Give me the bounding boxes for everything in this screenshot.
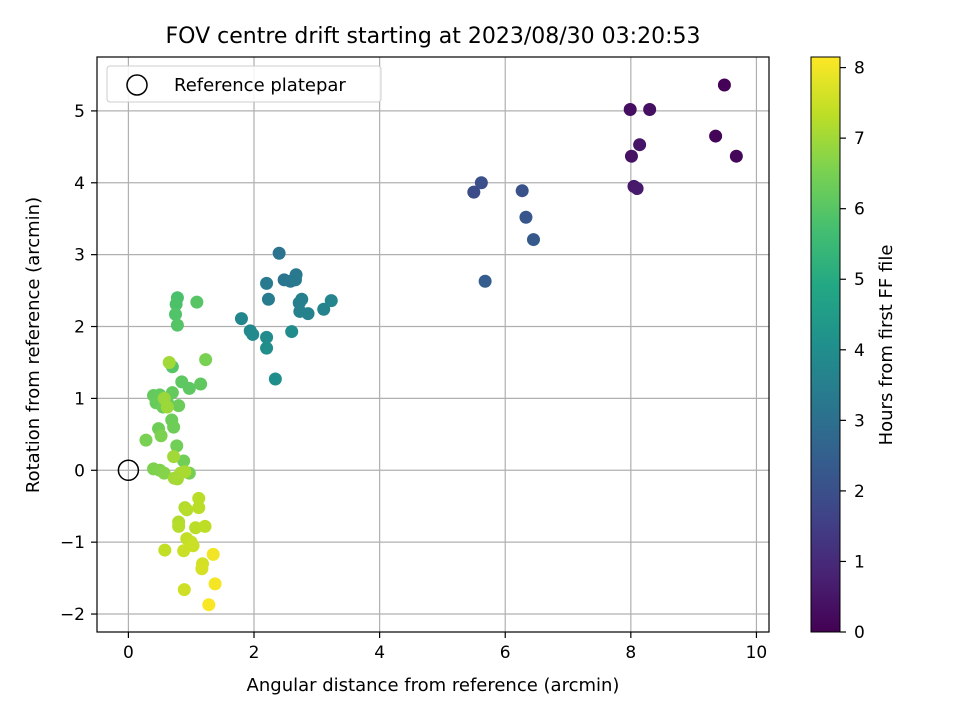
axis-ticks: 0 2 4 6 8 10 −2 −1 0 1 2 3 4 5 [60,102,767,663]
data-point [162,355,176,369]
data-point [208,577,222,591]
grid-lines [97,57,769,632]
data-point [170,439,184,453]
colorbar-label: Hours from first FF file [876,245,897,446]
data-point [139,433,153,447]
data-point [633,138,647,152]
colorbar-tick-label: 8 [854,59,865,79]
data-point [246,327,260,341]
x-tick-label: 2 [249,643,260,663]
y-axis-label: Rotation from reference (arcmin) [23,197,44,493]
data-point [190,295,204,309]
data-point [709,129,723,143]
data-point [272,246,286,260]
data-point [288,273,302,287]
data-point [167,450,181,464]
data-point [202,598,216,612]
colorbar-tick-label: 0 [854,623,865,643]
x-tick-label: 8 [625,643,636,663]
chart-title: FOV centre drift starting at 2023/08/30 … [166,24,701,49]
data-point [324,294,338,308]
colorbar-gradient [810,56,841,633]
data-point [158,543,172,557]
y-tick-label: −2 [60,605,85,625]
y-tick-label: −1 [60,533,85,553]
colorbar-tick-label: 1 [854,552,865,572]
plot-frame [96,56,770,633]
data-point [160,400,174,414]
colorbar-ticks: 0 1 2 3 4 5 6 7 8 [840,59,865,643]
data-point [261,292,275,306]
data-point [178,465,192,479]
legend-box [106,65,382,103]
legend-marker-circle [126,74,148,96]
data-point [192,491,206,505]
x-tick-label: 4 [374,643,385,663]
x-tick-label: 10 [746,643,768,663]
y-tick-label: 2 [74,318,85,338]
data-point [172,399,186,413]
data-point [478,274,492,288]
data-point [643,102,657,116]
data-point [198,519,212,533]
data-point [177,583,191,597]
colorbar: 0 1 2 3 4 5 6 7 8 Hours from first FF file [810,56,897,643]
data-point [170,318,184,332]
reference-platepar-marker [117,459,140,482]
colorbar-tick-label: 7 [854,129,865,149]
data-point [182,381,196,395]
data-point [515,184,529,198]
y-tick-label: 0 [74,461,85,481]
data-point [526,233,540,247]
data-point [172,519,186,533]
data-point [260,330,274,344]
data-point [177,454,191,468]
data-point [317,302,331,316]
colorbar-tick-label: 4 [854,341,865,361]
data-point [268,372,282,386]
colorbar-tick-label: 2 [854,482,865,502]
colorbar-tick-label: 5 [854,270,865,290]
legend: Reference platepar [106,65,382,103]
x-tick-label: 6 [500,643,511,663]
data-point [180,503,194,517]
data-points [139,78,743,612]
x-axis-label: Angular distance from reference (arcmin) [247,675,620,696]
colorbar-tick-label: 6 [854,200,865,220]
y-tick-label: 4 [74,174,85,194]
data-point [474,176,488,190]
data-point [717,78,731,92]
y-tick-label: 3 [74,246,85,266]
data-point [624,149,638,163]
data-point [234,312,248,326]
data-point [260,341,274,355]
data-point [192,501,206,515]
y-tick-label: 1 [74,389,85,409]
reference-marker [117,459,140,482]
data-point [630,182,644,196]
data-point [169,297,183,311]
data-point [154,429,168,443]
data-point [519,210,533,224]
data-point [157,466,171,480]
y-tick-label: 5 [74,102,85,122]
data-point [195,562,209,576]
data-point [199,353,213,367]
data-point [194,377,208,391]
data-point [729,149,743,163]
x-tick-label: 0 [123,643,134,663]
legend-entry-reference: Reference platepar [174,75,346,96]
data-point [167,420,181,434]
data-point [467,185,481,199]
data-point [169,307,183,321]
data-point [301,307,315,321]
data-point [260,276,274,290]
data-point [186,539,200,553]
data-point [295,292,309,306]
colorbar-tick-label: 3 [854,411,865,431]
data-point [623,102,637,116]
data-point [206,547,220,561]
data-point [285,325,299,339]
